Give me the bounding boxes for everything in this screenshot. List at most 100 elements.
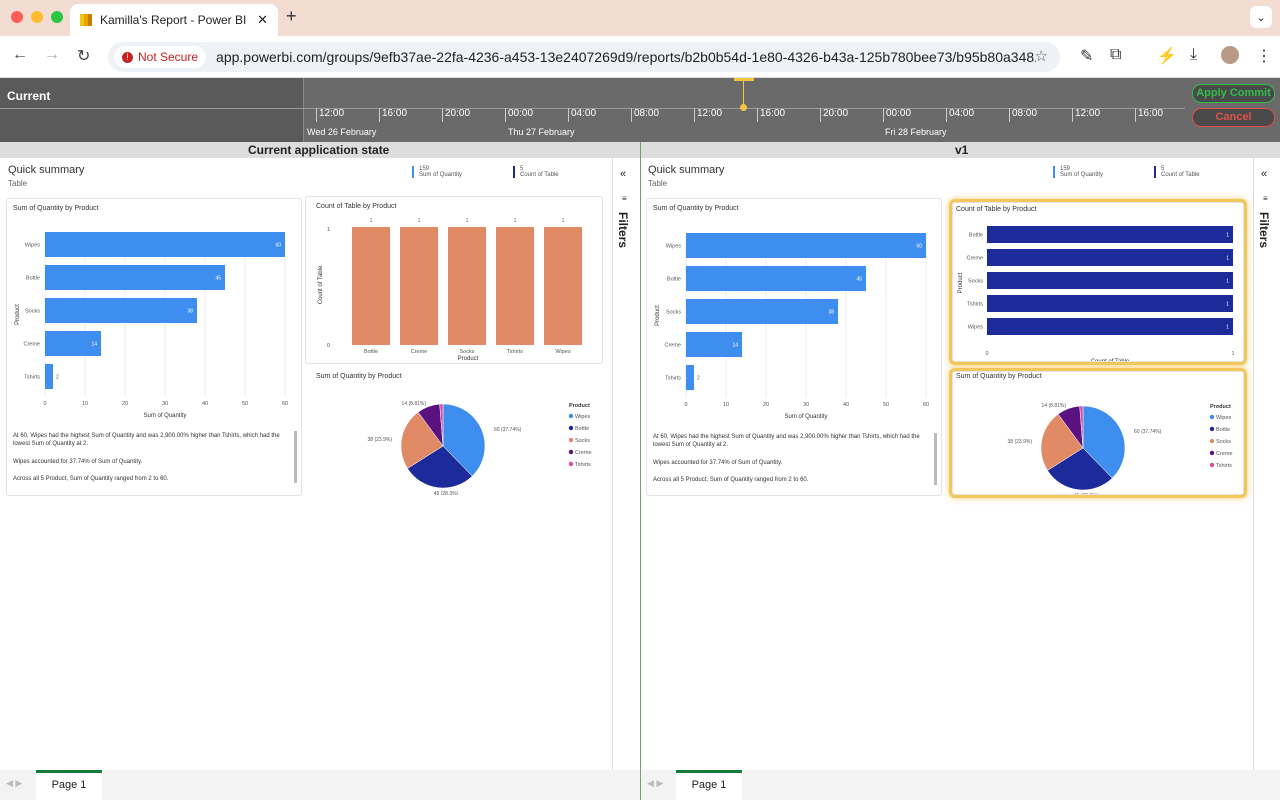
pie-chart-card-changed[interactable]: Sum of Quantity by Product 60 (37.74%) 45…	[952, 371, 1244, 495]
filters-label[interactable]: Filters	[616, 212, 630, 249]
x-axis-title: Sum of Quantity	[143, 413, 186, 419]
x-tick-label: 0	[985, 351, 988, 357]
expand-filters-icon[interactable]: «	[1261, 168, 1268, 180]
bar	[686, 266, 866, 291]
scrollbar[interactable]	[934, 433, 937, 485]
data-label: 1	[1226, 233, 1229, 239]
prev-page-icon[interactable]: ◀ ▶	[647, 778, 664, 788]
data-label: 14	[732, 343, 738, 349]
bar	[987, 295, 1233, 312]
pie-slice	[439, 403, 444, 447]
apply-commit-button[interactable]: Apply Commit	[1192, 84, 1275, 103]
x-tick-label: 30	[162, 401, 168, 407]
legend-label: Socks	[1216, 439, 1231, 445]
download-icon[interactable]: ⤓	[1190, 46, 1198, 63]
sum-quantity-pie-chart[interactable]: 60 (37.74%) 45 (28.3%) 38 (23.9%) 14 (8.81%…	[953, 384, 1243, 494]
x-tick-label: 60	[923, 402, 929, 408]
data-label: 38	[828, 310, 834, 316]
back-icon[interactable]: ←	[12, 46, 28, 63]
bar	[686, 365, 694, 390]
filter-settings-icon[interactable]: ≡	[622, 194, 627, 203]
current-state-report: Quick summary Table 159 Sum of Quantity 5…	[0, 158, 612, 770]
data-label: 60	[275, 243, 281, 249]
reload-icon[interactable]: ↻	[77, 48, 91, 65]
not-secure-badge[interactable]: ! Not Secure	[114, 46, 207, 68]
column-bar	[544, 227, 582, 345]
timeline-marker-handle[interactable]	[734, 78, 754, 81]
y-axis-title: Product	[958, 272, 964, 293]
filters-pane-collapsed[interactable]: « ≡ Filters	[1253, 158, 1279, 770]
extensions-puzzle-icon[interactable]: ⧉	[1110, 46, 1122, 63]
sum-quantity-bar-chart[interactable]: 0 10 20 30 40 50 60 Wipes 60 Bottle 45 Socks 38 Creme…	[647, 220, 941, 446]
close-tab-icon[interactable]: ✕	[257, 12, 268, 27]
column-bar	[400, 227, 438, 345]
bar	[45, 232, 285, 257]
filters-label[interactable]: Filters	[1257, 212, 1271, 249]
legend-label: Bottle	[1216, 427, 1230, 433]
count-table-bar-chart[interactable]: Bottle 1 Creme 1 Socks 1 Tshirts 1 Wipes 1 0 1 Count…	[953, 217, 1243, 361]
page-tab[interactable]: Page 1	[36, 770, 102, 800]
pie-data-label: 14 (8.81%)	[402, 401, 427, 407]
count-table-column-chart[interactable]: 1 0 1 Bottle 1 Creme 1 Socks 1 Tshirts 1 Wipes Produ…	[306, 215, 602, 361]
timeline-date-label: Thu 27 February	[508, 127, 575, 137]
sum-quantity-pie-chart[interactable]: 60 (37.74%) 45 (28.3%) 38 (23.9%) 14 (8.81%…	[306, 383, 602, 495]
legend-marker	[568, 449, 574, 455]
prev-page-icon[interactable]: ◀ ▶	[6, 778, 23, 788]
timeline-date-label: Fri 28 February	[885, 127, 947, 137]
new-tab-button[interactable]: +	[286, 6, 297, 26]
timeline-tick-label: 00:00	[505, 108, 533, 122]
address-bar[interactable]: ! Not Secure app.powerbi.com/groups/9efb3…	[108, 42, 1060, 72]
tab-search-icon[interactable]: ⌄	[1250, 6, 1272, 28]
x-tick-label: Tshirts	[507, 349, 523, 355]
column-bar	[448, 227, 486, 345]
x-tick-label: 40	[202, 401, 208, 407]
sum-quantity-bar-chart[interactable]: 0 10 20 30 40 50 60 Wipes 60 Bottle 45 Socks 38 Creme…	[7, 219, 301, 445]
bar-chart-card[interactable]: Sum of Quantity by Product 0 10 20 30 40 50 60…	[6, 198, 302, 496]
timeline-tick-label: 20:00	[442, 108, 470, 122]
count-table-bar-card-changed[interactable]: Count of Table by Product Bottle 1 Creme 1 S…	[952, 202, 1244, 362]
close-window-button[interactable]	[11, 11, 23, 23]
minimize-window-button[interactable]	[31, 11, 43, 23]
y-tick-label: Wipes	[25, 243, 41, 249]
chart-title: Count of Table by Product	[316, 203, 397, 210]
url-text[interactable]: app.powerbi.com/groups/9efb37ae-22fa-423…	[216, 49, 1037, 65]
profile-avatar[interactable]	[1221, 46, 1239, 64]
bar-chart-card[interactable]: Sum of Quantity by Product 0 10 20 30 40 50 60…	[646, 198, 942, 496]
kpi-sum-quantity: 159 Sum of Quantity	[412, 166, 462, 178]
bar	[45, 265, 225, 290]
pie-data-label: 38 (23.9%)	[368, 437, 393, 443]
narrative-text: Wipes accounted for 37.74% of Sum of Qua…	[13, 459, 143, 465]
bar	[987, 249, 1233, 266]
x-tick-label: 1	[1231, 351, 1234, 357]
legend-marker	[1209, 438, 1215, 444]
timeline-label-panel: Current	[0, 78, 304, 142]
cancel-button[interactable]: Cancel	[1192, 108, 1275, 127]
forward-icon[interactable]: →	[44, 46, 60, 63]
column-chart-card[interactable]: Count of Table by Product 1 0 1 Bottle 1 Crem…	[305, 196, 603, 364]
extension-bird-icon[interactable]: ✎	[1080, 48, 1094, 65]
timeline-marker[interactable]	[743, 78, 744, 108]
page-tab[interactable]: Page 1	[676, 770, 742, 800]
data-label: 1	[1226, 302, 1229, 308]
timeline-marker-dot[interactable]	[740, 104, 747, 111]
expand-filters-icon[interactable]: «	[620, 168, 627, 180]
y-tick-label: 1	[327, 227, 330, 233]
maximize-window-button[interactable]	[51, 11, 63, 23]
data-label: 60	[916, 244, 922, 250]
version-timeline[interactable]: Current 12:00 16:00 20:00 00:00 04:00 08:00 12…	[0, 78, 1280, 142]
filters-pane-collapsed[interactable]: « ≡ Filters	[612, 158, 638, 770]
data-label: 1	[418, 218, 421, 224]
warning-icon: !	[122, 51, 133, 63]
x-tick-label: 10	[82, 401, 88, 407]
browser-tab[interactable]: Kamilla's Report - Power BI ✕	[70, 4, 278, 36]
extension-bolt-icon[interactable]: ⚡	[1157, 48, 1177, 65]
y-axis-title: Product	[15, 304, 21, 325]
browser-menu-icon[interactable]: ⋮	[1256, 48, 1272, 65]
data-label: 1	[514, 218, 517, 224]
scrollbar[interactable]	[294, 431, 297, 483]
pie-chart-card[interactable]: Sum of Quantity by Product 60 (37.74%) 45…	[305, 366, 603, 496]
report-title: Quick summary	[648, 164, 725, 176]
filter-settings-icon[interactable]: ≡	[1263, 194, 1268, 203]
legend-label: Wipes	[575, 414, 591, 420]
bookmark-star-icon[interactable]: ☆	[1034, 48, 1048, 65]
